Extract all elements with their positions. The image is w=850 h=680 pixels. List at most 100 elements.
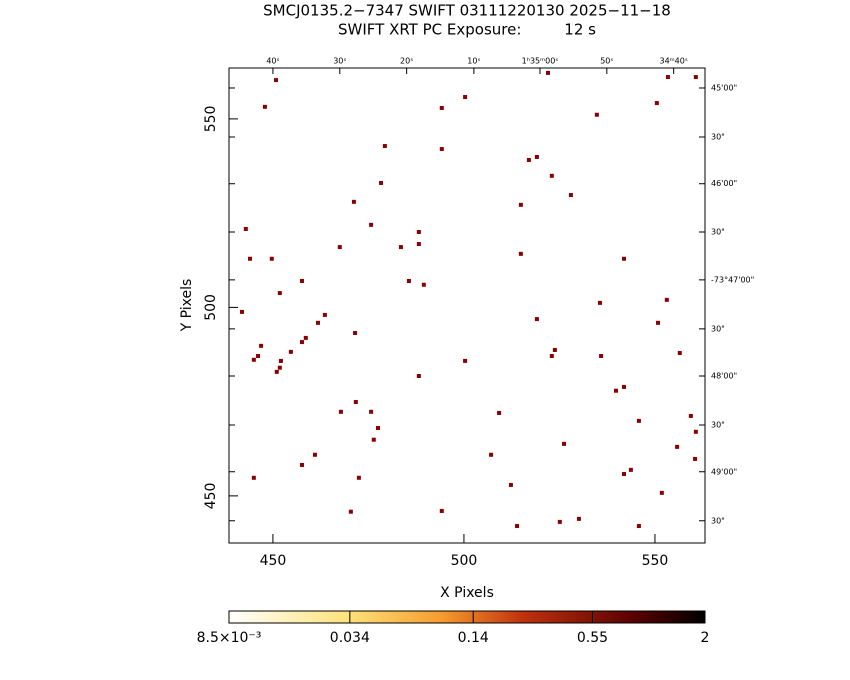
point [299, 278, 304, 283]
point [675, 444, 680, 449]
point [262, 104, 267, 109]
point [277, 365, 282, 370]
point [243, 226, 248, 231]
point [677, 351, 682, 355]
point [256, 354, 261, 359]
point [239, 309, 244, 314]
point [518, 251, 523, 256]
point [508, 482, 513, 487]
point [398, 245, 403, 250]
x2-tick-label: 1ʰ35ᵐ00ˢ [522, 57, 559, 66]
x-tick-label: 500 [451, 553, 478, 569]
colorbar-tick-label: 0.55 [577, 630, 608, 646]
y2-tick-label: 30" [711, 132, 725, 141]
point [251, 357, 256, 362]
x2-tick-label: 20ˢ [400, 57, 413, 66]
point [557, 519, 562, 524]
point [552, 347, 557, 352]
point [534, 154, 539, 159]
point [665, 75, 670, 80]
point [463, 358, 468, 363]
y2-tick-label: -73°47'00" [711, 275, 754, 284]
x2-tick-label: 30ˢ [333, 57, 346, 66]
point [416, 229, 421, 234]
point [594, 112, 599, 117]
point [693, 429, 698, 434]
y-axis-label: Y Pixels [179, 279, 195, 333]
point [375, 426, 380, 431]
y2-tick-label: 30" [711, 421, 725, 430]
point [654, 101, 659, 106]
y-tick-label: 450 [203, 483, 219, 510]
point [299, 340, 304, 345]
point [622, 472, 627, 477]
point [693, 75, 698, 80]
point [353, 400, 358, 405]
x2-tick-label: 40ˢ [266, 57, 279, 66]
point [568, 193, 573, 198]
colorbar-tick-label: 2 [701, 630, 710, 646]
colorbar [228, 610, 706, 624]
point [337, 245, 342, 250]
point [303, 335, 308, 340]
point [534, 317, 539, 322]
point [576, 516, 581, 521]
point [316, 320, 321, 325]
point [688, 413, 693, 418]
point [664, 297, 669, 302]
point [636, 418, 641, 423]
x-tick-label: 550 [642, 553, 669, 569]
point [518, 202, 523, 207]
point [288, 349, 293, 354]
point [338, 409, 343, 414]
y2-tick-label: 45'00" [711, 83, 737, 92]
point [628, 467, 633, 472]
point [636, 524, 641, 529]
point [613, 388, 618, 393]
point [439, 147, 444, 152]
y2-tick-label: 48'00" [711, 371, 737, 380]
y-tick-label: 550 [203, 106, 219, 133]
y2-tick-label: 49'00" [711, 467, 737, 476]
point [545, 70, 550, 75]
x-tick-label: 450 [260, 553, 287, 569]
point [248, 256, 253, 261]
point [656, 320, 661, 325]
point [549, 173, 554, 178]
y2-tick-label: 30" [711, 324, 725, 333]
point [369, 222, 374, 227]
point [562, 441, 567, 446]
x2-tick-label: 34ᵐ40ˢ [660, 57, 688, 66]
colorbar-tick-label: 0.034 [330, 630, 370, 646]
point [463, 95, 468, 100]
point [379, 180, 384, 185]
point [251, 475, 256, 480]
x2-tick-label: 10ˢ [467, 57, 480, 66]
colorbar-tick-label: 8.5×10⁻³ [197, 630, 262, 646]
chart-title: SMCJ0135.2−7347 SWIFT 03111220130 2025−1… [263, 2, 671, 20]
point [515, 524, 520, 529]
point [416, 373, 421, 378]
point [348, 509, 353, 514]
point [322, 312, 327, 317]
point [274, 369, 279, 374]
point [351, 199, 356, 204]
y2-tick-label: 30" [711, 516, 725, 525]
point [439, 508, 444, 513]
point [421, 282, 426, 287]
point [277, 291, 282, 296]
y-tick-label: 500 [203, 294, 219, 321]
point [489, 452, 494, 457]
point [439, 105, 444, 110]
colorbar-tick-label: 0.14 [458, 630, 489, 646]
point [269, 256, 274, 261]
point [659, 490, 664, 495]
y2-tick-label: 30" [711, 227, 725, 236]
point [599, 354, 604, 359]
point [356, 475, 361, 480]
chart-subtitle: SWIFT XRT PC Exposure: 12 s [338, 21, 596, 39]
point [353, 331, 358, 336]
point [369, 409, 374, 414]
point [526, 157, 531, 162]
